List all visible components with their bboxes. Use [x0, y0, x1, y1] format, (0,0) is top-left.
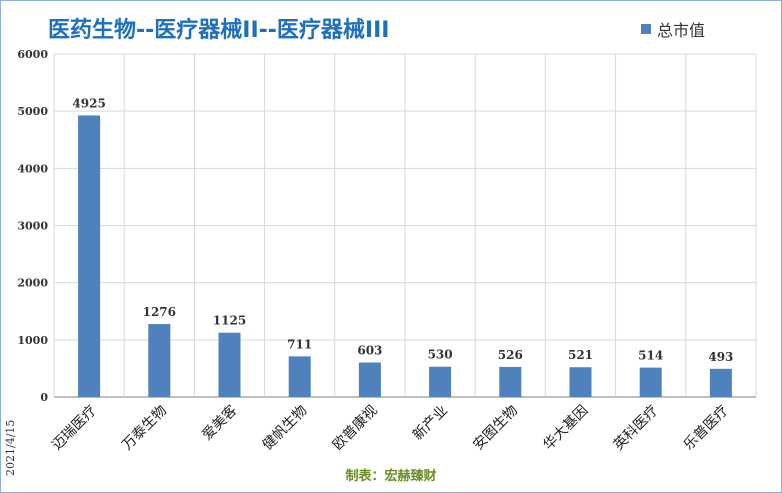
category-label: 新产业 — [410, 403, 451, 444]
bar — [569, 367, 592, 397]
category-label: 乐普医疗 — [681, 403, 732, 454]
y-tick-label: 5000 — [17, 105, 48, 118]
data-label: 603 — [357, 344, 382, 358]
bar — [288, 356, 311, 397]
data-label: 526 — [498, 348, 523, 362]
y-tick-label: 1000 — [17, 334, 48, 347]
bar — [709, 368, 732, 397]
legend-label: 总市值 — [657, 21, 706, 40]
category-label: 爱美客 — [199, 402, 241, 444]
y-tick-label: 3000 — [17, 220, 48, 233]
data-label: 514 — [638, 349, 663, 363]
category-label: 英科医疗 — [610, 402, 662, 454]
y-tick-label: 6000 — [17, 48, 48, 61]
data-label: 4925 — [72, 96, 105, 110]
data-label: 493 — [708, 350, 733, 364]
bar — [148, 324, 171, 397]
y-tick-label: 0 — [40, 391, 48, 404]
category-label: 安图生物 — [470, 403, 521, 454]
bar — [639, 367, 662, 397]
bar — [358, 362, 381, 397]
data-label: 521 — [568, 348, 593, 362]
y-tick-label: 2000 — [17, 277, 48, 290]
bar — [499, 366, 522, 397]
data-label: 530 — [428, 348, 453, 362]
chart-title: 医药生物--医疗器械II--医疗器械III — [48, 18, 390, 43]
legend: 总市值 — [641, 17, 705, 41]
bar — [218, 332, 241, 397]
category-label: 健帆生物 — [260, 403, 311, 454]
credit-label: 制表：宏赫臻财 — [345, 469, 437, 484]
bar — [78, 115, 101, 398]
category-label: 万泰生物 — [119, 403, 170, 454]
data-label: 1125 — [213, 314, 246, 328]
data-label: 711 — [287, 337, 312, 351]
y-tick-label: 4000 — [17, 162, 48, 175]
data-label: 1276 — [143, 305, 176, 319]
category-label: 华大基因 — [540, 402, 592, 454]
legend-swatch — [641, 24, 651, 34]
category-label: 迈瑞医疗 — [49, 403, 100, 454]
bar — [429, 366, 452, 397]
category-label: 欧普康视 — [329, 402, 381, 454]
